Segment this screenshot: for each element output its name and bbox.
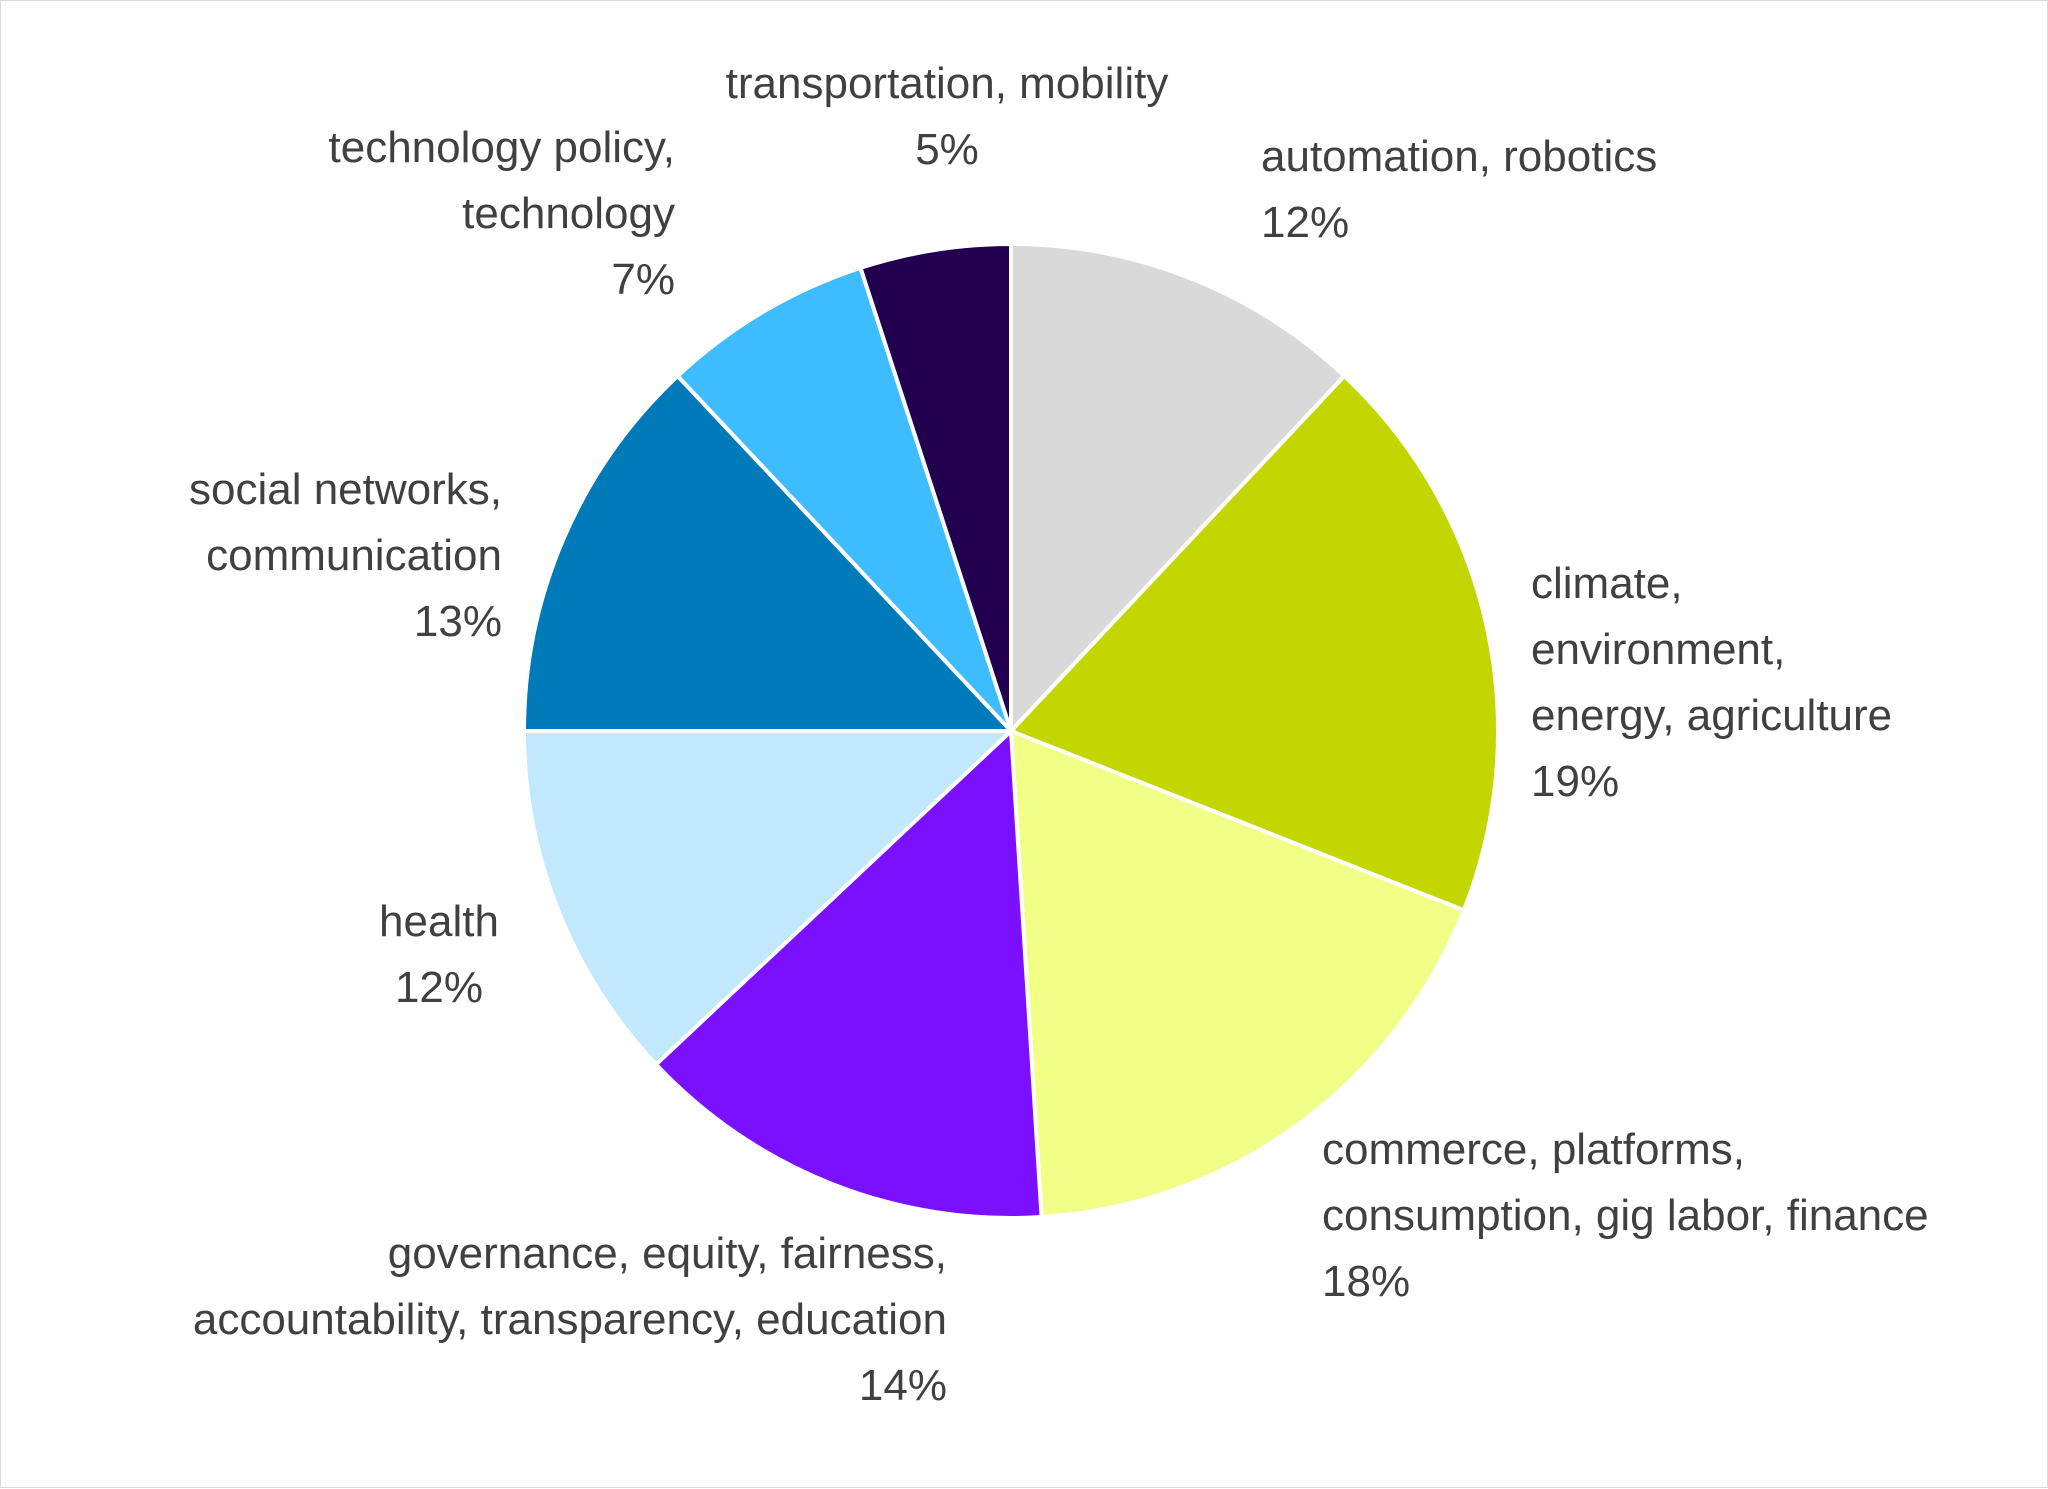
slice-label-line: climate, xyxy=(1531,559,1683,608)
pie-slice-1[interactable] xyxy=(1009,241,1348,737)
slice-label-line: communication xyxy=(206,531,502,580)
pie-slice-4[interactable] xyxy=(653,726,1044,1220)
slice-label-line: health xyxy=(379,897,499,946)
slice-percent-label: 5% xyxy=(915,125,979,174)
pie-slice-2[interactable] xyxy=(1007,373,1500,913)
pie-slices xyxy=(521,241,1500,1220)
slice-label-4: governance, equity, fairness, accountabil… xyxy=(193,1229,947,1410)
slice-label-line: environment, xyxy=(1531,625,1785,674)
slice-label-3: commerce, platforms, consumption, gig lab… xyxy=(1322,1125,1929,1306)
slice-label-line: energy, agriculture xyxy=(1531,691,1892,740)
pie-slice-7[interactable] xyxy=(674,265,1013,733)
pie-slice-6[interactable] xyxy=(521,373,1016,733)
pie-slice-5[interactable] xyxy=(521,729,1017,1068)
slice-label-6: social networks, communication 13% xyxy=(189,465,502,646)
slice-label-5: health 12% xyxy=(379,897,499,1012)
slice-label-line: transportation, mobility xyxy=(726,59,1169,108)
slice-label-line: consumption, gig labor, finance xyxy=(1322,1191,1929,1240)
slice-label-line: governance, equity, fairness, xyxy=(388,1229,947,1278)
pie-labels: automation, robotics 12% climate, environme… xyxy=(189,59,1929,1410)
pie-slice-3[interactable] xyxy=(1008,727,1467,1220)
slice-label-1: automation, robotics 12% xyxy=(1261,132,1657,247)
slice-label-line: social networks, xyxy=(189,465,502,514)
slice-label-line: technology xyxy=(462,189,675,238)
slice-label-line: accountability, transparency, education xyxy=(193,1295,947,1344)
slice-label-7: technology policy, technology 7% xyxy=(329,123,676,304)
slice-percent-label: 14% xyxy=(859,1361,947,1410)
slice-percent-label: 13% xyxy=(414,597,502,646)
slice-label-2: climate, environment, energy, agriculture 1… xyxy=(1531,559,1892,806)
slice-percent-label: 19% xyxy=(1531,757,1619,806)
slice-percent-label: 7% xyxy=(611,255,675,304)
slice-label-line: technology policy, xyxy=(329,123,676,172)
slice-percent-label: 12% xyxy=(395,963,483,1012)
slice-percent-label: 18% xyxy=(1322,1257,1410,1306)
slice-label-line: automation, robotics xyxy=(1261,132,1657,181)
pie-slice-8[interactable] xyxy=(857,241,1013,732)
slice-percent-label: 12% xyxy=(1261,198,1349,247)
slice-label-8: transportation, mobility 5% xyxy=(726,59,1169,174)
slice-label-line: commerce, platforms, xyxy=(1322,1125,1745,1174)
